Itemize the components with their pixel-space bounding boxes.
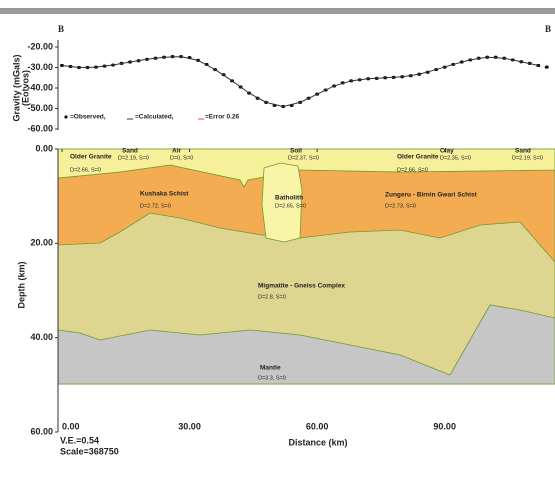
layer-name: Older Granite [70, 154, 112, 161]
layer-density: D=2.66, S=0 [70, 167, 101, 173]
note: Scale=368750 [60, 446, 119, 456]
layer-density: D=2.19, S=0 [512, 155, 543, 161]
y-tick-label: 20.00 [30, 238, 53, 248]
layer-name: Older Granite [397, 154, 439, 161]
layer-name: Mantle [260, 365, 281, 372]
profile-start: B [58, 24, 64, 34]
legend-text: =Calculated, [135, 114, 174, 121]
y-tick-label: 0.00 [35, 143, 53, 153]
y-tick-label: 40.00 [30, 332, 53, 342]
calculated-line [62, 57, 538, 107]
layer-name: Kushaka Schist [140, 191, 189, 198]
layer-name: Sand [122, 148, 138, 155]
layer-name: Clay [440, 148, 454, 155]
layer-name: Zungeru - Birnin Gwari Schist [385, 192, 478, 199]
legend-dot [64, 115, 67, 118]
layer-density: D=2.19, S=0 [118, 155, 149, 161]
y-axis-label: Depth (km) [16, 261, 26, 308]
legend-text: =Observed, [70, 114, 106, 121]
profile-end: B [545, 24, 551, 34]
legend-text: =Error 0.26 [205, 114, 240, 121]
y-tick-label: -40.00 [27, 82, 53, 92]
x-axis-label: Distance (km) [288, 437, 347, 447]
layer-density: D=2.37, S=0 [288, 155, 319, 161]
top-bar [0, 8, 555, 14]
x-tick-label: 60.00 [306, 421, 329, 431]
layer-density: D=2.72, S=0 [140, 203, 171, 209]
layer-name: Migmatite - Gneiss Complex [258, 283, 345, 290]
layer-name: Batholith [275, 195, 303, 202]
x-tick-label: 90.00 [433, 421, 456, 431]
observed-point [545, 65, 549, 68]
layer-name: Air [172, 148, 182, 155]
layer-density: D=2.73, S=0 [385, 203, 416, 209]
y-tick-label: -60.00 [27, 123, 53, 133]
layer-density: D=2.35, S=0 [440, 155, 471, 161]
x-tick-label: 30.00 [178, 421, 201, 431]
x-tick-label: 0.00 [62, 421, 80, 431]
section-layers [58, 149, 555, 384]
y-tick-label: -30.00 [27, 62, 53, 72]
layer-density: D=2.8, S=0 [258, 294, 286, 300]
layer-density: D=2.65, S=0 [275, 203, 306, 209]
note: V.E.=0.54 [60, 435, 99, 445]
layer-name: Sand [515, 148, 531, 155]
y-tick-label: 60.00 [30, 426, 53, 436]
figure: B B Gravity (mGals) (Eotvos) Depth (km) … [0, 0, 555, 498]
layer-density: D=2.66, S=0 [397, 167, 428, 173]
layer-density: D=0, S=0 [170, 155, 193, 161]
layer-name: Soil [290, 148, 302, 155]
layer-density: D=3.3, S=0 [258, 375, 286, 381]
y-tick-label: -50.00 [27, 103, 53, 113]
y-tick-label: -20.00 [27, 41, 53, 51]
